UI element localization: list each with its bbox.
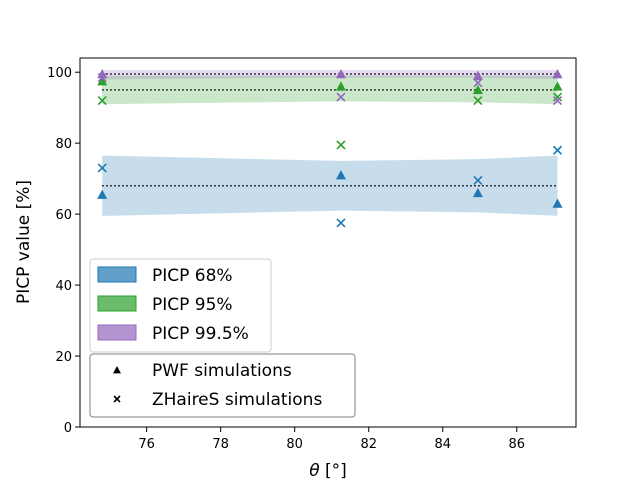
y-tick-label: 20 xyxy=(55,350,72,365)
legend-swatch-picp-68 xyxy=(97,266,137,283)
y-tick-label: 40 xyxy=(55,279,72,294)
legend-marker-cross-icon-stroke-b xyxy=(113,395,121,403)
x-tick-label: 82 xyxy=(360,437,377,452)
pwf-point-picp-68-1 xyxy=(335,170,346,180)
plot-frame xyxy=(79,57,577,428)
y-tick-label: 100 xyxy=(47,66,72,81)
zhaires-point-picp-99-5-0 xyxy=(97,72,107,83)
legend-markers-entries: PWF simulations ZHaireS simulations xyxy=(113,361,322,410)
pwf-point-picp-99-5-1 xyxy=(335,68,346,79)
zhaires-point-picp-95-0 xyxy=(97,96,107,106)
legend-label-picp-68: PICP 68% xyxy=(152,266,233,286)
x-tick-label: 84 xyxy=(434,437,451,452)
zhaires-point-picp-95-0-stroke-b xyxy=(97,96,107,106)
pwf-point-picp-68-2 xyxy=(472,187,483,198)
x-axis-label-symbol: θ xyxy=(309,461,320,480)
zhaires-point-picp-68-3 xyxy=(552,145,563,155)
y-tick-label: 0 xyxy=(64,421,72,436)
zhaires-point-picp-68-0 xyxy=(97,163,107,173)
legend-marker-triangle-icon xyxy=(113,366,121,374)
legend-label-picp-95: PICP 95% xyxy=(152,295,233,315)
zhaires-point-picp-95-2-stroke-b xyxy=(473,96,483,106)
zhaires-point-picp-95-3 xyxy=(552,92,563,102)
legend-label-zhaires-simulations: ZHaireS simulations xyxy=(152,390,322,410)
legend-markers: PWF simulations ZHaireS simulations xyxy=(89,353,356,418)
zhaires-point-picp-68-2 xyxy=(473,175,483,185)
zhaires-point-picp-99-5-2-stroke-b xyxy=(473,78,483,88)
pwf-point-picp-95-3 xyxy=(552,81,563,91)
legend-swatch-picp-95 xyxy=(97,295,137,312)
zhaires-point-picp-95-1 xyxy=(336,140,346,150)
bands-layer xyxy=(102,70,558,216)
legend-bands: PICP 68% PICP 95% PICP 99.5% xyxy=(89,258,272,353)
zhaires-point-picp-99-5-1 xyxy=(336,92,346,102)
zhaires-point-picp-95-1-stroke-b xyxy=(336,140,346,150)
x-tick-label: 86 xyxy=(509,437,526,452)
points-layer xyxy=(97,68,563,228)
legend-swatch-picp-99-5 xyxy=(97,324,137,341)
pwf-point-picp-95-0 xyxy=(97,76,108,86)
x-axis-label-unit: [°] xyxy=(320,461,347,480)
legend-marker-cross-icon xyxy=(113,395,121,403)
zhaires-point-picp-99-5-0-stroke-b xyxy=(97,72,107,83)
band-picp-68 xyxy=(102,155,558,216)
pwf-point-picp-68-0 xyxy=(97,189,108,199)
legend-label-pwf-simulations: PWF simulations xyxy=(152,361,292,381)
y-axis-label: PICP value [%] xyxy=(14,180,34,304)
x-axis-ticks: 76 78 80 82 84 86 xyxy=(138,427,525,452)
x-tick-label: 78 xyxy=(212,437,229,452)
zhaires-point-picp-68-3-stroke-b xyxy=(552,145,563,155)
legend-bands-entries: PICP 68% PICP 95% PICP 99.5% xyxy=(97,266,249,344)
zhaires-point-picp-68-1-stroke-b xyxy=(336,218,346,228)
zhaires-point-picp-68-0-stroke-b xyxy=(97,163,107,173)
zhaires-point-picp-68-1 xyxy=(336,218,346,228)
pwf-point-picp-95-2 xyxy=(472,84,483,95)
pwf-point-picp-99-5-3 xyxy=(552,68,563,79)
y-axis-ticks: 0 20 40 60 80 100 xyxy=(47,66,80,436)
x-tick-label: 80 xyxy=(286,437,303,452)
zhaires-point-picp-99-5-3 xyxy=(552,96,563,106)
zhaires-point-picp-99-5-2 xyxy=(473,78,483,88)
legend-markers-frame xyxy=(89,353,356,418)
x-tick-label: 76 xyxy=(138,437,155,452)
zhaires-point-picp-99-5-1-stroke-b xyxy=(336,92,346,102)
band-picp-99-5 xyxy=(102,70,558,80)
x-axis-label: θ [°] xyxy=(309,461,347,480)
pwf-point-picp-68-3 xyxy=(552,198,563,208)
y-tick-label: 60 xyxy=(55,208,72,223)
zhaires-point-picp-68-2-stroke-b xyxy=(473,175,483,185)
pwf-point-picp-99-5-2 xyxy=(472,70,483,80)
zhaires-point-picp-99-5-3-stroke-b xyxy=(552,96,563,106)
zhaires-point-picp-95-2 xyxy=(473,96,483,106)
band-picp-95 xyxy=(102,75,558,105)
legend-label-picp-99-5: PICP 99.5% xyxy=(152,324,249,344)
y-tick-label: 80 xyxy=(55,137,72,152)
pwf-point-picp-95-1 xyxy=(335,81,346,91)
zhaires-point-picp-95-3-stroke-b xyxy=(552,92,563,102)
